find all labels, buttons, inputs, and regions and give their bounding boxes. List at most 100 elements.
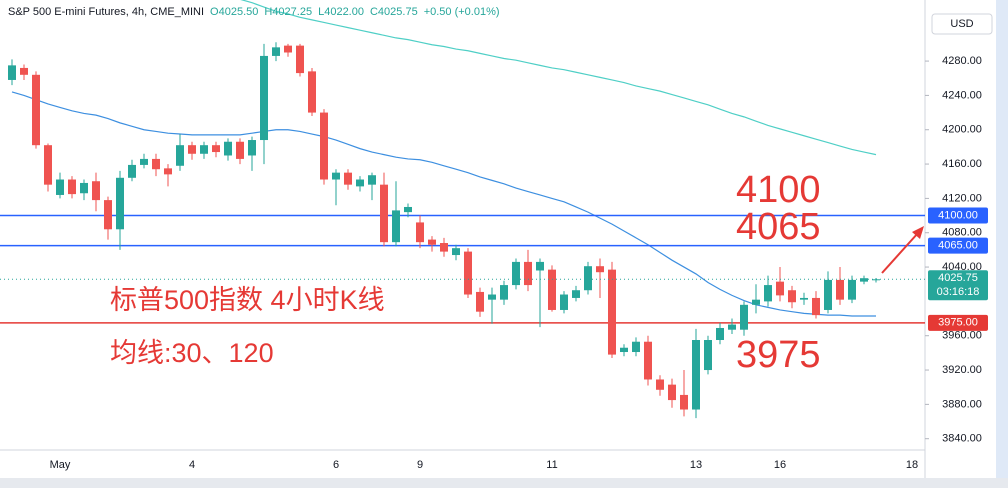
candle-body xyxy=(824,279,832,310)
candle-body xyxy=(560,294,568,310)
candle-body xyxy=(476,291,484,312)
candle-body xyxy=(836,279,844,300)
level-box xyxy=(928,237,988,254)
candle-body xyxy=(140,158,148,165)
candle-body xyxy=(380,184,388,243)
candle-body xyxy=(668,384,676,401)
currency[interactable]: USD xyxy=(950,18,973,30)
change: +0.50 (+0.01%) xyxy=(424,6,500,18)
candle-body xyxy=(356,179,364,187)
annotation: 标普500指数 4小时K线 xyxy=(110,285,385,315)
candle-body xyxy=(344,172,352,185)
candle-body xyxy=(392,210,400,243)
candle-body xyxy=(584,266,592,291)
candle-body xyxy=(404,206,412,213)
candle-body xyxy=(320,112,328,180)
close: C4025.75 xyxy=(370,6,418,18)
annotation: 4100 xyxy=(736,169,821,211)
candle-body xyxy=(236,141,244,159)
candle-body xyxy=(368,175,376,185)
candle-body xyxy=(800,297,808,300)
last-price-label: 4025.75 xyxy=(938,272,978,284)
candle-body xyxy=(92,181,100,201)
level-label: 4100.00 xyxy=(938,209,978,221)
candle-body xyxy=(80,182,88,194)
candle-body xyxy=(536,261,544,271)
candle-body xyxy=(596,266,604,273)
candle-body xyxy=(464,251,472,295)
candle-body xyxy=(284,45,292,53)
candle-body xyxy=(308,71,316,113)
y-tick-label: 3920.00 xyxy=(942,364,982,376)
y-tick-label: 3960.00 xyxy=(942,330,982,342)
candle-body xyxy=(632,341,640,353)
candle-body xyxy=(20,67,28,75)
candle-body xyxy=(788,290,796,303)
candle-body xyxy=(776,281,784,296)
candle-body xyxy=(608,269,616,355)
candle-body xyxy=(500,285,508,300)
annotation: 均线:30、120 xyxy=(110,338,274,368)
candle-body xyxy=(116,177,124,230)
y-tick-label: 3840.00 xyxy=(942,433,982,445)
candle-body xyxy=(440,243,448,252)
level-box xyxy=(928,314,988,331)
candle-body xyxy=(812,297,820,316)
candle-body xyxy=(200,145,208,154)
x-tick-label: May xyxy=(50,459,71,471)
symbol: S&P 500 E-mini Futures, 4h, CME_MINI xyxy=(8,6,204,18)
ma-line xyxy=(11,91,876,317)
candle-body xyxy=(704,340,712,371)
candle-body xyxy=(248,140,256,156)
y-tick-label: 4240.00 xyxy=(942,89,982,101)
overlay: 4100.00 4065.00 3975.00 4025.75 03:16:18 xyxy=(928,207,988,331)
y-tick-label: 4160.00 xyxy=(942,158,982,170)
annotation: 4065 xyxy=(736,206,821,248)
edge-strip xyxy=(996,0,1008,478)
y-tick-label: 4120.00 xyxy=(942,192,982,204)
x-tick-label: 16 xyxy=(774,459,786,471)
y-tick-label: 3880.00 xyxy=(942,398,982,410)
candle-body xyxy=(716,327,724,341)
countdown: 03:16:18 xyxy=(937,286,980,298)
arrow xyxy=(881,232,919,274)
high: H4027.25 xyxy=(264,6,312,18)
arrow-head xyxy=(912,226,924,239)
candle-body xyxy=(740,304,748,330)
candle-body xyxy=(764,285,772,302)
x-tick-label: 4 xyxy=(189,459,195,471)
open: O4025.50 xyxy=(210,6,258,18)
candle-body xyxy=(860,278,868,282)
currency-box[interactable] xyxy=(931,13,993,35)
x-tick-label: 6 xyxy=(333,459,339,471)
candle-body xyxy=(728,324,736,330)
candle-body xyxy=(488,294,496,300)
candle-body xyxy=(620,347,628,353)
x-tick-label: 9 xyxy=(417,459,423,471)
plot-area xyxy=(0,0,925,419)
candle-body xyxy=(32,74,40,146)
candle-body xyxy=(272,47,280,56)
candle-body xyxy=(152,158,160,170)
candle-body xyxy=(176,145,184,166)
candle-body xyxy=(44,145,52,185)
x-tick-label: 11 xyxy=(546,459,557,471)
candle-body xyxy=(428,239,436,245)
x-tick-label: 13 xyxy=(690,459,702,471)
low: L4022.00 xyxy=(318,6,364,18)
y-tick-label: 4080.00 xyxy=(942,227,982,239)
candle-body xyxy=(512,261,520,286)
candle-body xyxy=(212,145,220,153)
candle-body xyxy=(548,269,556,310)
candle-body xyxy=(104,200,112,230)
candle-body xyxy=(524,261,532,286)
level-box xyxy=(928,207,988,224)
candle-body xyxy=(56,179,64,195)
candle-body xyxy=(692,340,700,410)
candle-body xyxy=(296,45,304,74)
candle-body xyxy=(848,279,856,300)
level-label: 4065.00 xyxy=(938,240,978,252)
level-label: 3975.00 xyxy=(938,317,978,329)
